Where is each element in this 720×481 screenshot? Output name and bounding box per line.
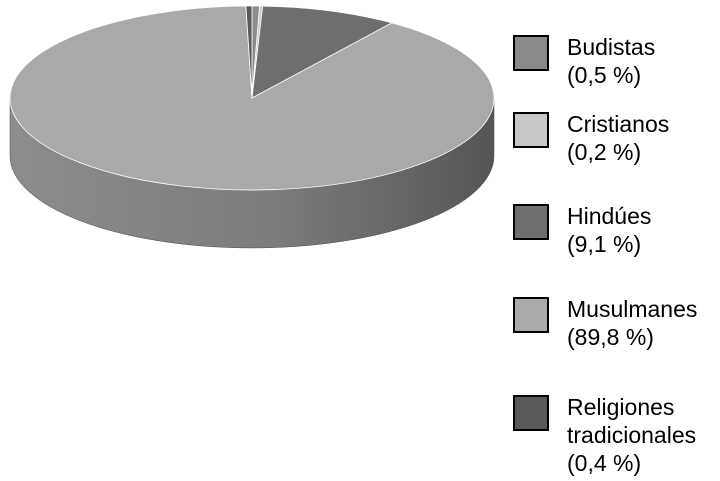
legend-swatch (513, 112, 549, 148)
legend-swatch (513, 204, 549, 240)
legend-value: (89,8 %) (567, 324, 654, 350)
legend-label-line: tradicionales (567, 422, 697, 448)
legend-swatch (513, 395, 549, 431)
pie-chart (9, 5, 495, 249)
legend-label-line: Musulmanes (567, 296, 698, 322)
pie-slice-religiones-tradicionales (245, 5, 253, 99)
legend-label: Budistas (0,5 %) (567, 33, 720, 89)
legend-label-line: Hindúes (567, 203, 652, 229)
legend-label: Religiones tradicionales (0,4 %) (567, 393, 720, 477)
legend-label-line: Cristianos (567, 111, 670, 137)
legend-label-line: Budistas (567, 34, 656, 60)
legend-label: Cristianos (0,2 %) (567, 110, 720, 166)
legend-value: (0,4 %) (567, 450, 642, 476)
legend-swatch (513, 297, 549, 333)
legend-label: Musulmanes (89,8 %) (567, 295, 720, 351)
legend-label-line: Religiones (567, 394, 675, 420)
pie-slice-hindues (251, 5, 393, 99)
legend-value: (0,5 %) (567, 62, 642, 88)
legend-value: (9,1 %) (567, 231, 642, 257)
legend-swatch (513, 35, 549, 71)
legend-label: Hindúes (9,1 %) (567, 202, 720, 258)
legend-value: (0,2 %) (567, 139, 642, 165)
